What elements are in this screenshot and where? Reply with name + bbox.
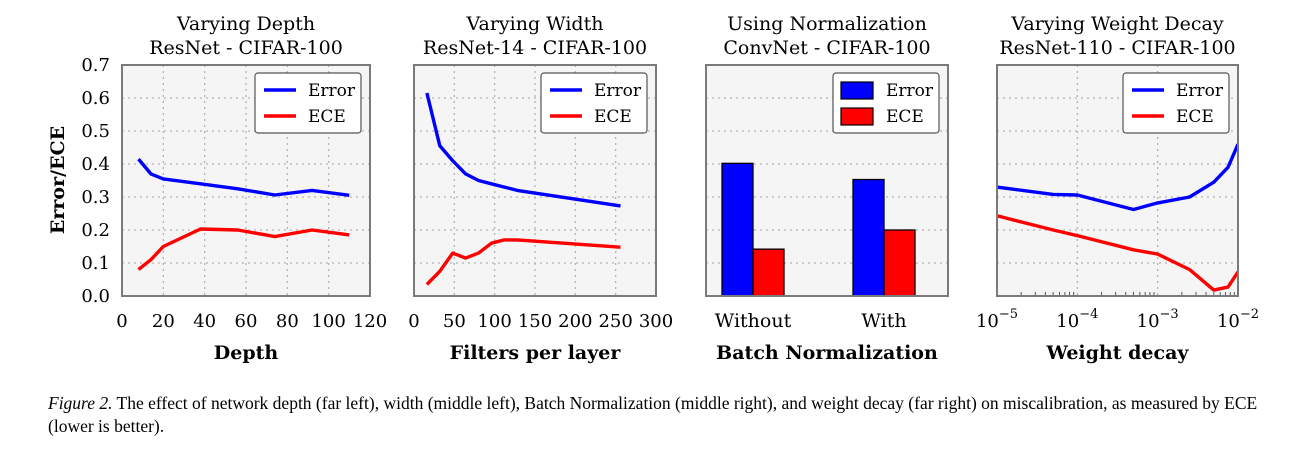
y-tick-label: 0.5 xyxy=(81,121,110,142)
y-tick-label: 0.3 xyxy=(81,187,110,208)
grid xyxy=(706,97,948,264)
x-tick-label: 10−2 xyxy=(1217,307,1259,332)
legend-label-error: Error xyxy=(594,81,642,101)
y-axis-label: Error/ECE xyxy=(47,126,69,234)
legend-swatch-ece xyxy=(840,107,874,126)
caption-text: The effect of network depth (far left), … xyxy=(48,393,1258,436)
grid xyxy=(414,65,656,296)
x-tick-label: 10−3 xyxy=(1137,307,1179,332)
legend-label-error: Error xyxy=(1176,81,1224,101)
legend-label-ece: ECE xyxy=(308,107,346,127)
chart-subtitle: ResNet-110 - CIFAR-100 xyxy=(999,37,1235,59)
chart-subtitle: ResNet - CIFAR-100 xyxy=(149,37,343,59)
x-tick-label: 60 xyxy=(235,311,258,332)
grid xyxy=(997,65,1238,296)
chart-subtitle: ResNet-14 - CIFAR-100 xyxy=(423,37,647,59)
y-tick-label: 0.2 xyxy=(81,220,110,241)
figure: Error/ECE 0.0 0.1 0.2 0.3 0.4 0.5 0.6 0.7 0 20 40 6… xyxy=(47,13,1259,364)
chart-title: Using Normalization xyxy=(727,13,927,35)
caption-label: Figure 2. xyxy=(48,393,113,413)
legend-box xyxy=(1122,72,1230,134)
x-tick-label: 100 xyxy=(477,311,511,332)
figure-caption: Figure 2. The effect of network depth (f… xyxy=(48,392,1268,438)
series-line-error xyxy=(137,158,350,197)
panel-1: 0.0 0.1 0.2 0.3 0.4 0.5 0.6 0.7 0 20 40 60 80 100 120 V… xyxy=(81,13,387,364)
bar-error-without xyxy=(721,162,754,297)
x-tick-label: 0 xyxy=(116,311,127,332)
chart-title: Varying Width xyxy=(466,13,604,35)
legend: Error ECE xyxy=(832,72,940,134)
x-tick-label: With xyxy=(861,310,906,332)
y-tick-label: 0.1 xyxy=(81,253,110,274)
bar-ece-with xyxy=(883,229,916,297)
legend: Error ECE xyxy=(1122,72,1230,134)
x-tick-label: 200 xyxy=(558,311,592,332)
y-tick-label: 0.4 xyxy=(81,154,110,175)
legend-box xyxy=(540,72,648,134)
legend: Error ECE xyxy=(540,72,648,134)
legend: Error ECE xyxy=(254,72,362,134)
plot-frame xyxy=(413,64,657,297)
x-axis-label: Batch Normalization xyxy=(716,342,938,364)
plot-frame xyxy=(996,64,1239,297)
y-tick-label: 0.6 xyxy=(81,88,110,109)
series-line-ece xyxy=(137,227,350,271)
x-tick-label: 40 xyxy=(193,311,216,332)
x-tick-label: 20 xyxy=(152,311,175,332)
x-tick-label: 300 xyxy=(639,311,673,332)
x-tick-label: 0 xyxy=(408,311,419,332)
y-tick-label: 0.7 xyxy=(81,55,110,76)
plot-frame xyxy=(121,64,371,297)
legend-swatch-error xyxy=(840,81,874,100)
series-line-error xyxy=(997,143,1238,212)
legend-label-ece: ECE xyxy=(594,107,632,127)
x-tick-label: 10−4 xyxy=(1056,307,1098,332)
x-tick-label: 120 xyxy=(353,311,387,332)
chart-title: Varying Depth xyxy=(176,13,315,35)
x-tick-label: 150 xyxy=(518,311,552,332)
legend-label-error: Error xyxy=(886,81,934,101)
panel-2: 0 50 100 150 200 250 300 Varying WidthResNet-14… xyxy=(408,13,673,364)
bar-ece-without xyxy=(752,248,785,297)
x-tick-label: 80 xyxy=(276,311,299,332)
panel-4: 10−5 10−4 10−3 10−2 Varying Weight DecayResN… xyxy=(976,13,1259,364)
chart-panels: 0.0 0.1 0.2 0.3 0.4 0.5 0.6 0.7 0 20 40 60 80 100 120 V… xyxy=(81,13,1259,364)
x-tick-label: 250 xyxy=(598,311,632,332)
series-line-error xyxy=(425,92,621,208)
chart-title: Varying Weight Decay xyxy=(1010,13,1223,35)
y-tick-label: 0.0 xyxy=(81,286,110,307)
chart-subtitle: ConvNet - CIFAR-100 xyxy=(723,37,930,59)
x-axis-label: Filters per layer xyxy=(450,342,622,364)
legend-label-error: Error xyxy=(308,81,356,101)
x-tick-label: 10−5 xyxy=(976,307,1018,332)
bar-error-with xyxy=(852,178,885,297)
plot-frame xyxy=(705,64,949,297)
series-line-ece xyxy=(425,238,621,286)
legend-label-ece: ECE xyxy=(886,107,924,127)
legend-label-ece: ECE xyxy=(1176,107,1214,127)
legend-box xyxy=(254,72,362,134)
x-tick-label: 100 xyxy=(311,311,345,332)
x-tick-label: 50 xyxy=(443,311,466,332)
x-axis-label: Weight decay xyxy=(1046,342,1190,364)
series-line-ece xyxy=(997,214,1238,292)
x-axis-label: Depth xyxy=(214,342,279,364)
x-tick-label: Without xyxy=(715,310,792,332)
